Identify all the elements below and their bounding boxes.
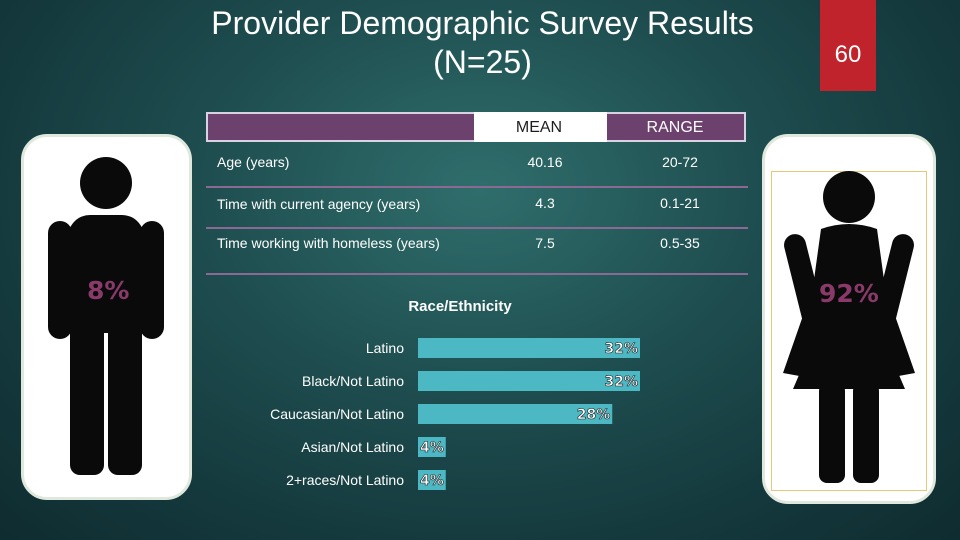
slide-title: Provider Demographic Survey Results (N=2… — [150, 4, 815, 82]
female-figure-panel — [762, 134, 936, 504]
table-header-range: RANGE — [646, 119, 704, 136]
table-row-separator — [206, 186, 748, 188]
bar-value-label: 4% — [420, 440, 444, 456]
table-header-mean-cell — [474, 112, 607, 142]
table-header-label-cell — [208, 114, 476, 140]
page-number-badge: 60 — [820, 0, 876, 91]
table-row-mean: 7.5 — [535, 235, 555, 251]
bar — [418, 371, 640, 391]
table-row-range: 0.5-35 — [660, 235, 700, 251]
bar-category-label: Latino — [366, 340, 404, 356]
chart-title: Race/Ethnicity — [408, 298, 512, 315]
table-row-label: Time working with homeless (years) — [217, 235, 440, 251]
table-row-separator — [206, 227, 748, 229]
bar-value-label: 4% — [420, 473, 444, 489]
bar-category-label: Black/Not Latino — [302, 373, 404, 389]
bar-category-label: Caucasian/Not Latino — [270, 406, 404, 422]
bar — [418, 470, 446, 490]
table-header-mean: MEAN — [515, 119, 563, 136]
bar — [418, 404, 613, 424]
table-header-bar — [206, 112, 746, 142]
table-row-range: 0.1-21 — [660, 195, 700, 211]
table-row-range: 20-72 — [662, 154, 698, 170]
female-percent-label: 92% — [819, 279, 879, 308]
bar-category-label: 2+races/Not Latino — [286, 472, 404, 488]
title-line-1: Provider Demographic Survey Results — [211, 5, 754, 41]
male-figure-panel — [21, 134, 192, 500]
table-row-mean: 4.3 — [535, 195, 555, 211]
race-bar-chart: Latino 32% Black/Not Latino 32% Caucasian/No… — [270, 338, 640, 490]
bar-category-label: Asian/Not Latino — [301, 439, 404, 455]
bar — [418, 338, 640, 358]
male-icon — [48, 157, 164, 475]
bar-value-label: 32% — [604, 341, 638, 357]
female-icon — [783, 171, 915, 483]
bar — [418, 437, 446, 457]
male-percent-label: 8% — [87, 276, 130, 305]
table-row-label: Age (years) — [217, 154, 290, 170]
bar-value-label: 28% — [577, 407, 611, 423]
title-line-2: (N=25) — [433, 44, 532, 80]
table-row-mean: 40.16 — [527, 154, 563, 170]
table-row-label: Time with current agency (years) — [217, 196, 421, 212]
table-row-separator — [206, 273, 748, 275]
bar-value-label: 32% — [604, 374, 638, 390]
